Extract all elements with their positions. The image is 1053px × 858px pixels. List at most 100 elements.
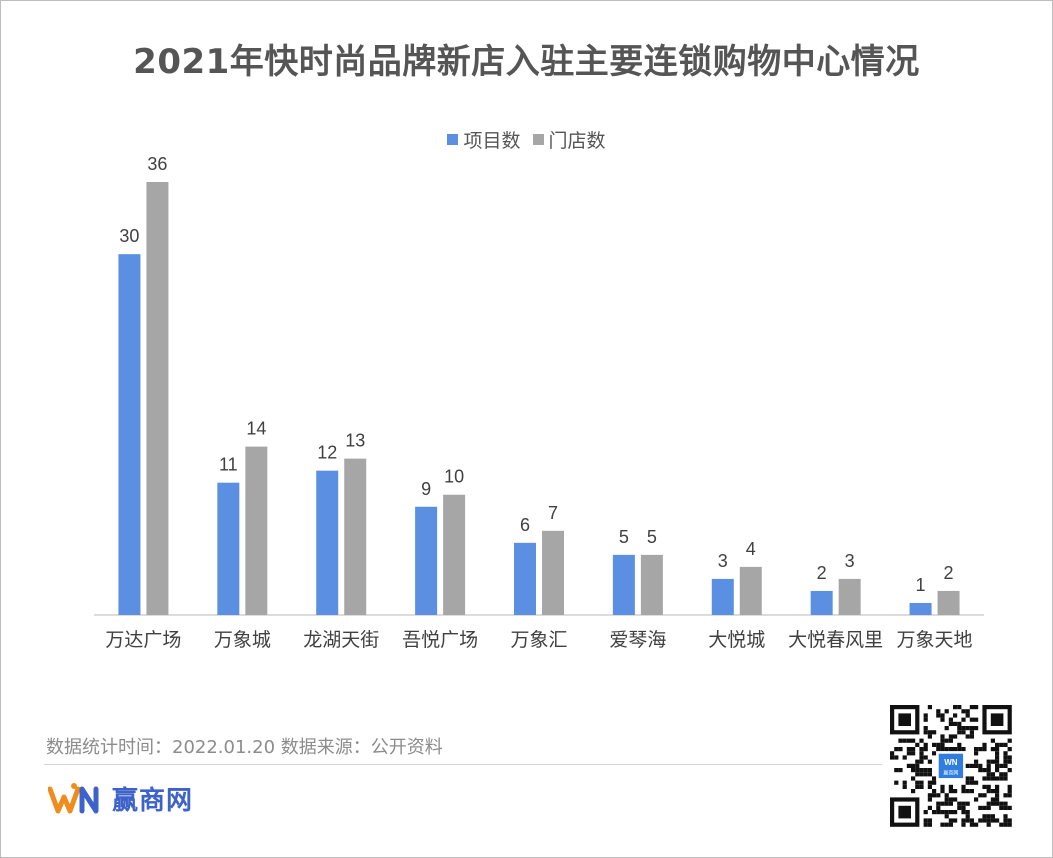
x-tick-label-2: 龙湖天街: [303, 629, 379, 651]
qr-module: [919, 780, 924, 785]
qr-module: [927, 797, 932, 802]
qr-module: [961, 747, 966, 752]
qr-module: [948, 789, 953, 794]
qr-module: [961, 717, 966, 722]
bar-projects-4: [514, 542, 536, 615]
qr-module: [982, 742, 987, 747]
x-tick-label-6: 大悦城: [708, 629, 765, 651]
qr-module: [1007, 759, 1012, 764]
qr-module: [911, 776, 916, 781]
x-tick-label-4: 万象汇: [510, 629, 567, 651]
chart-legend: 项目数 门店数: [0, 126, 1053, 153]
qr-module: [974, 705, 979, 710]
qr-module: [936, 747, 941, 752]
qr-module: [944, 726, 949, 731]
qr-module: [999, 776, 1004, 781]
qr-module: [965, 814, 970, 819]
qr-badge: [938, 753, 964, 779]
qr-module: [1007, 789, 1012, 794]
qr-module: [953, 734, 958, 739]
qr-module: [957, 705, 962, 710]
qr-module: [1007, 747, 1012, 752]
qr-module: [927, 784, 932, 789]
qr-module: [927, 793, 932, 798]
qr-module: [969, 776, 974, 781]
qr-module: [974, 763, 979, 768]
qr-module: [995, 784, 1000, 789]
data-label-stores-1: 14: [246, 419, 266, 439]
qr-module: [940, 747, 945, 752]
qr-module: [961, 822, 966, 827]
qr-module: [982, 784, 987, 789]
footer-note: 数据统计时间：2022.01.20 数据来源：公开资料: [46, 737, 443, 758]
qr-module: [911, 751, 916, 756]
qr-badge-mark: WN: [944, 758, 958, 767]
footer-divider: [44, 764, 882, 765]
qr-module: [940, 717, 945, 722]
qr-module: [927, 730, 932, 735]
bar-stores-7: [838, 578, 861, 615]
qr-module: [932, 789, 937, 794]
qr-module: [919, 768, 924, 773]
qr-module: [995, 759, 1000, 764]
qr-module: [902, 755, 907, 760]
qr-module: [986, 818, 991, 823]
qr-module: [986, 768, 991, 773]
qr-module: [1003, 793, 1008, 798]
qr-module: [919, 751, 924, 756]
qr-module: [1003, 763, 1008, 768]
data-label-stores-8: 2: [944, 563, 954, 583]
qr-module: [995, 742, 1000, 747]
qr-module: [923, 742, 928, 747]
qr-module: [932, 742, 937, 747]
qr-module: [995, 763, 1000, 768]
qr-module: [902, 738, 907, 743]
qr-module: [978, 818, 983, 823]
qr-module: [982, 793, 987, 798]
data-label-stores-5: 5: [647, 527, 657, 547]
qr-module: [911, 763, 916, 768]
brand-name: 赢商网: [112, 786, 194, 816]
qr-module: [961, 801, 966, 806]
qr-module: [1007, 805, 1012, 810]
qr-module: [894, 755, 899, 760]
bar-projects-8: [909, 602, 932, 615]
bar-stores-1: [245, 446, 268, 615]
qr-module: [932, 780, 937, 785]
qr-module: [1003, 759, 1008, 764]
qr-module: [940, 801, 945, 806]
x-tick-label-3: 吾悦广场: [402, 629, 478, 651]
bar-stores-5: [640, 554, 663, 615]
qr-module: [944, 747, 949, 752]
qr-module: [948, 717, 953, 722]
qr-module: [990, 747, 995, 752]
qr-module: [1007, 793, 1012, 798]
qr-module: [944, 709, 949, 714]
qr-finder-inner-2: [898, 805, 911, 819]
qr-module: [986, 814, 991, 819]
qr-module: [961, 730, 966, 735]
qr-module: [923, 768, 928, 773]
qr-module: [1003, 751, 1008, 756]
qr-module: [932, 776, 937, 781]
qr-module: [990, 814, 995, 819]
qr-module: [982, 768, 987, 773]
qr-module: [948, 721, 953, 726]
qr-module: [953, 797, 958, 802]
qr-module: [986, 801, 991, 806]
qr-module: [936, 801, 941, 806]
qr-module: [890, 755, 895, 760]
qr-module: [986, 784, 991, 789]
qr-module: [990, 797, 995, 802]
bar-stores-4: [542, 530, 564, 615]
qr-module: [948, 810, 953, 815]
qr-module: [923, 818, 928, 823]
qr-module: [990, 776, 995, 781]
qr-module: [927, 759, 932, 764]
qr-module: [923, 810, 928, 815]
qr-module: [961, 810, 966, 815]
qr-module: [940, 713, 945, 718]
qr-module: [953, 705, 958, 710]
qr-module: [965, 818, 970, 823]
qr-module: [919, 738, 924, 743]
